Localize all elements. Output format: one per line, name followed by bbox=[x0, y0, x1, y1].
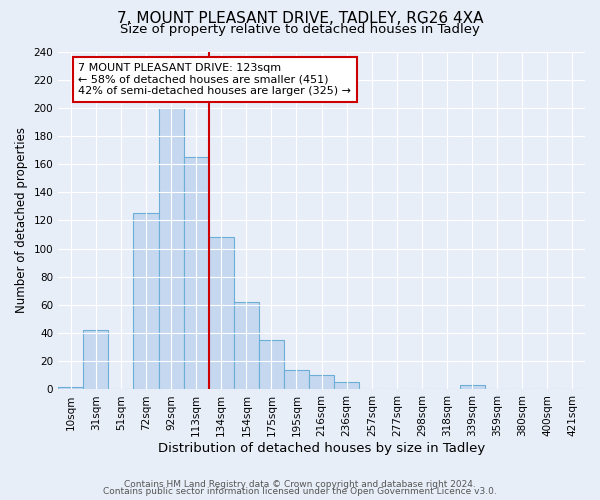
Text: 7 MOUNT PLEASANT DRIVE: 123sqm
← 58% of detached houses are smaller (451)
42% of: 7 MOUNT PLEASANT DRIVE: 123sqm ← 58% of … bbox=[78, 63, 351, 96]
Text: Contains HM Land Registry data © Crown copyright and database right 2024.: Contains HM Land Registry data © Crown c… bbox=[124, 480, 476, 489]
Bar bbox=[234, 302, 259, 390]
Bar bbox=[460, 385, 485, 390]
Bar bbox=[133, 214, 158, 390]
Bar bbox=[58, 386, 83, 390]
Bar bbox=[259, 340, 284, 390]
Text: 7, MOUNT PLEASANT DRIVE, TADLEY, RG26 4XA: 7, MOUNT PLEASANT DRIVE, TADLEY, RG26 4X… bbox=[117, 11, 483, 26]
Bar bbox=[184, 157, 209, 390]
Bar bbox=[334, 382, 359, 390]
Bar bbox=[83, 330, 109, 390]
Bar bbox=[309, 376, 334, 390]
Text: Contains public sector information licensed under the Open Government Licence v3: Contains public sector information licen… bbox=[103, 487, 497, 496]
X-axis label: Distribution of detached houses by size in Tadley: Distribution of detached houses by size … bbox=[158, 442, 485, 455]
Y-axis label: Number of detached properties: Number of detached properties bbox=[15, 128, 28, 314]
Bar bbox=[158, 108, 184, 390]
Bar bbox=[284, 370, 309, 390]
Bar bbox=[209, 238, 234, 390]
Text: Size of property relative to detached houses in Tadley: Size of property relative to detached ho… bbox=[120, 24, 480, 36]
